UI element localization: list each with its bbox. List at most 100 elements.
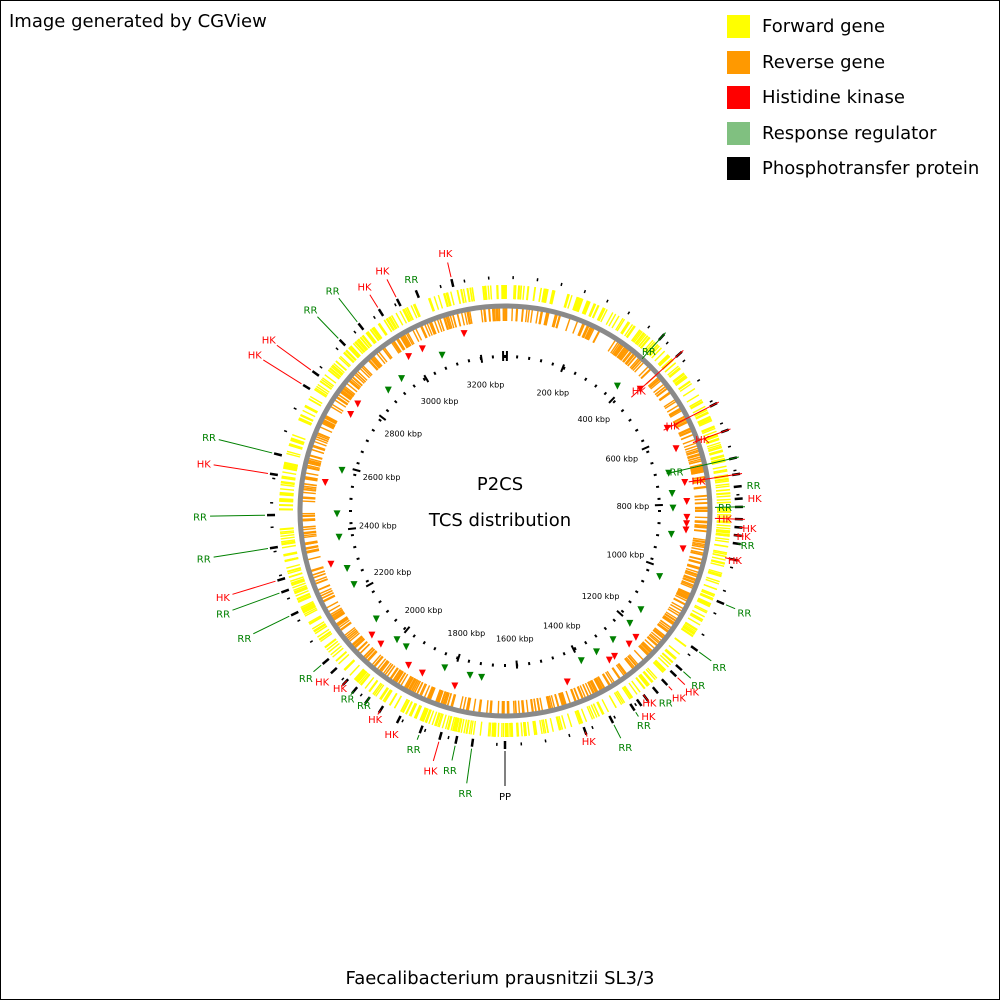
forward-gene-mark bbox=[638, 335, 648, 347]
marker-rr bbox=[398, 375, 406, 383]
forward-gene-mark bbox=[714, 539, 729, 543]
scale-ring: 200 kbp 400 kbp 600 kbp 800 kbp 1000 kbp 1200… bbox=[347, 350, 663, 669]
marker-hk bbox=[683, 497, 691, 505]
reverse-gene-mark bbox=[675, 593, 689, 601]
forward-gene-mark bbox=[483, 285, 487, 300]
scale-tick-label: 2200 kbp bbox=[374, 568, 412, 577]
reverse-gene-mark bbox=[315, 438, 328, 445]
forward-gene-mark bbox=[682, 626, 695, 636]
callout-label-hk: HK bbox=[424, 767, 439, 778]
reverse-gene-mark bbox=[682, 438, 696, 445]
reverse-gene-mark bbox=[650, 380, 662, 390]
reverse-gene-mark bbox=[688, 458, 702, 464]
forward-gene-mark bbox=[462, 288, 467, 303]
callout-label-rr: RR bbox=[299, 674, 313, 685]
reverse-gene-mark bbox=[429, 687, 436, 701]
callout-line-hk bbox=[724, 557, 740, 562]
scale-tick-label: 200 kbp bbox=[537, 388, 570, 397]
credit-text: Image generated by CGView bbox=[9, 11, 267, 32]
forward-gene-mark bbox=[710, 454, 725, 460]
callout-label-rr: RR bbox=[747, 481, 761, 492]
reverse-gene-mark bbox=[303, 533, 317, 537]
reverse-gene-mark bbox=[444, 692, 450, 706]
forward-gene-mark bbox=[491, 722, 494, 737]
forward-gene-mark bbox=[716, 498, 731, 501]
reverse-gene-mark bbox=[606, 670, 615, 683]
scale-minor-tick bbox=[433, 646, 437, 651]
reverse-gene-mark bbox=[669, 410, 682, 418]
marker-rr bbox=[592, 648, 600, 656]
reverse-gene-mark bbox=[335, 616, 348, 625]
forward-gene-mark bbox=[281, 476, 296, 481]
forward-gene-mark bbox=[286, 450, 301, 456]
forward-gene-mark bbox=[574, 710, 581, 725]
scale-minor-tick bbox=[371, 428, 376, 432]
reverse-gene-mark bbox=[694, 520, 708, 523]
forward-gene-mark bbox=[354, 669, 365, 681]
reverse-gene-mark bbox=[326, 601, 339, 609]
scale-minor-tick bbox=[573, 371, 577, 376]
callout-line-rr bbox=[350, 690, 355, 696]
forward-gene-mark bbox=[302, 605, 317, 614]
reverse-gene-mark bbox=[330, 607, 342, 616]
reverse-gene-mark bbox=[344, 385, 356, 395]
reverse-gene-mark bbox=[690, 551, 704, 556]
forward-gene-mark bbox=[281, 544, 296, 549]
forward-gene-mark bbox=[279, 493, 294, 497]
forward-gene-mark bbox=[597, 307, 605, 321]
reverse-gene-mark bbox=[555, 315, 561, 329]
reverse-gene-mark bbox=[308, 460, 322, 465]
reverse-gene-mark bbox=[328, 604, 341, 613]
forward-gene-mark bbox=[450, 291, 455, 306]
reverse-gene-mark bbox=[495, 308, 498, 322]
forward-gene-mark bbox=[409, 703, 417, 717]
callout-line-rr bbox=[451, 745, 456, 761]
reverse-gene-mark bbox=[305, 472, 319, 477]
marker-rr bbox=[466, 671, 474, 679]
callout-label-rr: RR bbox=[326, 286, 340, 297]
reverse-gene-mark bbox=[689, 463, 703, 468]
reverse-gene-mark bbox=[669, 408, 681, 417]
forward-gene-mark bbox=[716, 529, 731, 533]
reverse-gene-mark bbox=[615, 345, 624, 357]
forward-gene-mark bbox=[549, 289, 554, 304]
scale-minor-tick bbox=[603, 626, 608, 631]
reverse-gene-mark bbox=[359, 368, 371, 379]
reverse-gene-mark bbox=[653, 383, 665, 394]
reverse-gene-mark bbox=[683, 574, 697, 581]
forward-gene-mark bbox=[291, 579, 305, 586]
reverse-gene-mark bbox=[413, 680, 422, 694]
reverse-gene-mark bbox=[443, 316, 450, 330]
reverse-gene-mark bbox=[302, 491, 316, 495]
reverse-gene-mark bbox=[366, 650, 377, 661]
reverse-gene-mark bbox=[373, 355, 383, 367]
reverse-gene-mark bbox=[401, 335, 410, 348]
forward-gene-mark bbox=[715, 530, 730, 534]
reverse-gene-mark bbox=[467, 311, 472, 325]
forward-gene-mark bbox=[542, 288, 547, 303]
scale-tick-label: 1800 kbp bbox=[448, 629, 486, 638]
forward-gene-mark bbox=[613, 692, 623, 705]
reverse-gene-mark bbox=[302, 518, 316, 521]
reverse-gene-mark bbox=[674, 594, 688, 602]
outer-minor-tick bbox=[283, 429, 288, 433]
reverse-gene-mark bbox=[691, 546, 705, 551]
reverse-gene-mark bbox=[515, 308, 518, 322]
reverse-gene-mark bbox=[688, 559, 702, 565]
reverse-gene-mark bbox=[409, 678, 417, 691]
forward-gene-mark bbox=[674, 637, 687, 647]
reverse-gene-mark bbox=[428, 322, 436, 335]
forward-gene-mark bbox=[541, 288, 546, 303]
callout-label-hk: HK bbox=[438, 249, 453, 260]
forward-gene-mark bbox=[493, 722, 496, 737]
reverse-gene-mark bbox=[354, 374, 365, 384]
forward-gene-mark bbox=[616, 318, 626, 332]
reverse-gene-mark bbox=[514, 700, 517, 714]
callout-label-hk: HK bbox=[672, 693, 687, 704]
marker-hk bbox=[679, 545, 687, 553]
forward-gene-mark bbox=[308, 398, 322, 407]
reverse-gene-mark bbox=[687, 454, 701, 460]
forward-gene-mark bbox=[348, 346, 360, 358]
forward-gene-mark bbox=[622, 686, 632, 699]
